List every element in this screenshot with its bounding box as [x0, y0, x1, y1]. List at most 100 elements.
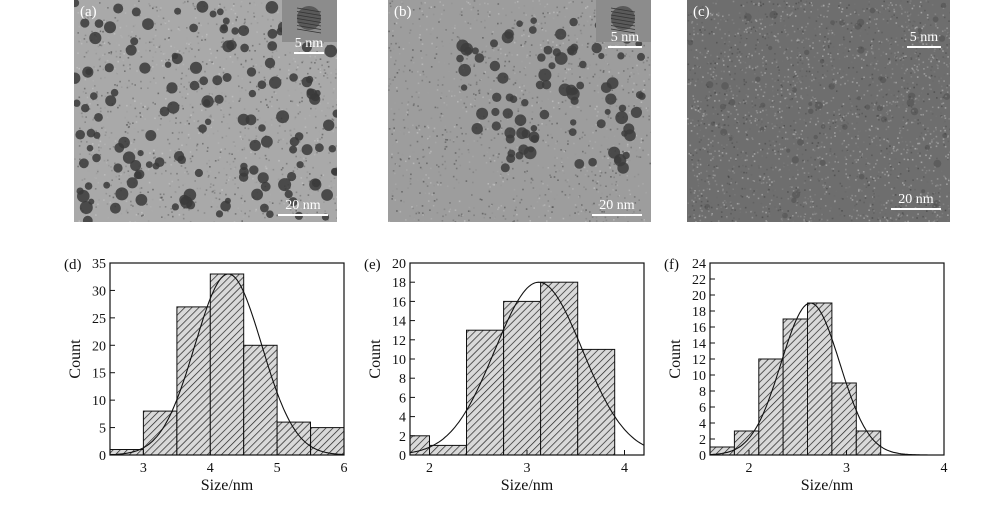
noise-speck: [762, 65, 764, 67]
noise-speck: [95, 206, 97, 208]
noise-speck: [708, 175, 710, 177]
noise-speck: [281, 173, 284, 176]
noise-speck: [420, 50, 422, 52]
noise-speck: [478, 121, 481, 124]
noise-speck: [698, 215, 701, 217]
noise-speck: [318, 130, 320, 133]
noise-speck: [591, 18, 593, 21]
noise-speck: [817, 142, 820, 144]
noise-speck: [223, 167, 225, 170]
noise-speck: [809, 179, 812, 181]
noise-speck: [315, 109, 317, 112]
noise-speck: [159, 198, 161, 201]
noise-speck: [749, 26, 751, 29]
noise-speck: [508, 60, 511, 63]
noise-speck: [580, 210, 583, 213]
noise-speck: [393, 112, 396, 115]
noise-speck: [805, 138, 807, 140]
nanoparticle: [159, 106, 170, 117]
noise-speck: [616, 78, 619, 80]
noise-speck: [787, 58, 790, 61]
noise-speck: [602, 71, 605, 73]
nanoparticle: [506, 154, 516, 163]
noise-speck: [906, 26, 908, 28]
noise-speck: [322, 128, 325, 130]
noise-speck: [117, 106, 119, 109]
noise-speck: [712, 71, 715, 73]
noise-speck: [940, 170, 943, 172]
noise-speck: [734, 105, 736, 107]
noise-speck: [167, 39, 170, 41]
noise-speck: [205, 63, 208, 65]
noise-speck: [240, 138, 243, 141]
noise-speck: [720, 49, 723, 51]
noise-speck: [689, 103, 692, 105]
noise-speck: [110, 166, 112, 168]
noise-speck: [798, 41, 800, 44]
noise-speck: [473, 65, 475, 67]
noise-speck: [194, 8, 196, 10]
noise-speck: [922, 113, 924, 116]
noise-speck: [478, 92, 481, 94]
noise-speck: [926, 149, 929, 151]
noise-speck: [796, 63, 799, 66]
noise-speck: [254, 181, 256, 184]
noise-speck: [206, 33, 208, 36]
noise-speck: [838, 208, 841, 210]
noise-speck: [239, 99, 241, 102]
noise-speck: [497, 45, 500, 47]
noise-speck: [191, 106, 194, 109]
noise-speck: [445, 145, 448, 148]
noise-speck: [448, 63, 450, 65]
noise-speck: [94, 188, 97, 190]
noise-speck: [148, 46, 151, 49]
nanoparticle: [541, 80, 552, 90]
noise-speck: [729, 170, 731, 172]
noise-speck: [822, 4, 825, 6]
noise-speck: [601, 211, 603, 213]
noise-speck: [930, 140, 933, 143]
noise-speck: [537, 124, 540, 126]
noise-speck: [916, 76, 919, 78]
noise-speck: [178, 50, 181, 52]
noise-speck: [94, 85, 96, 87]
noise-speck: [797, 7, 799, 10]
noise-speck: [445, 104, 448, 106]
noise-speck: [209, 166, 211, 168]
noise-speck: [78, 40, 80, 43]
noise-speck: [738, 203, 740, 205]
noise-speck: [914, 188, 916, 191]
noise-speck: [906, 89, 908, 91]
noise-speck: [530, 205, 532, 207]
nanoparticle: [249, 139, 261, 152]
noise-speck: [748, 111, 750, 114]
noise-speck: [888, 89, 890, 91]
noise-speck: [692, 154, 694, 157]
noise-speck: [516, 54, 519, 56]
noise-speck: [837, 161, 840, 163]
noise-speck: [124, 173, 127, 175]
noise-speck: [839, 214, 842, 216]
noise-speck: [327, 65, 330, 68]
noise-speck: [820, 198, 822, 200]
noise-speck: [540, 47, 543, 49]
noise-speck: [433, 192, 435, 194]
noise-speck: [720, 110, 723, 112]
noise-speck: [809, 206, 812, 208]
noise-speck: [730, 204, 733, 207]
noise-speck: [170, 208, 173, 210]
noise-speck: [185, 88, 188, 90]
noise-speck: [780, 116, 783, 119]
small-scale-bar-a: 5 nm: [291, 36, 327, 54]
noise-speck: [524, 180, 526, 182]
noise-speck: [905, 69, 907, 72]
noise-speck: [266, 84, 269, 86]
noise-speck: [444, 167, 447, 170]
noise-speck: [948, 207, 950, 210]
noise-speck: [388, 30, 390, 33]
noise-speck: [883, 0, 885, 3]
noise-speck: [724, 93, 726, 95]
noise-speck: [584, 173, 587, 176]
noise-speck: [779, 208, 782, 211]
noise-speck: [712, 76, 715, 78]
